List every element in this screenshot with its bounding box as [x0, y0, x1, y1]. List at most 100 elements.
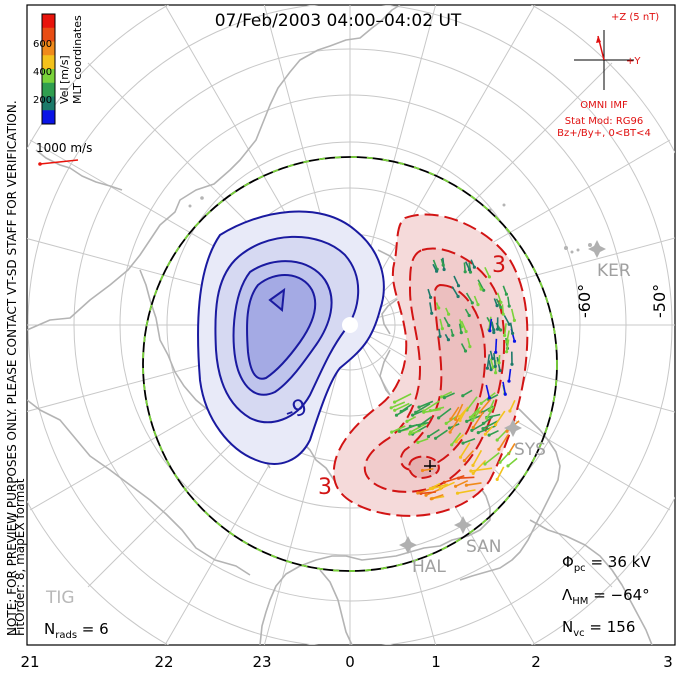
velocity-vector-origin: [497, 361, 501, 365]
velocity-vector: [453, 275, 460, 287]
velocity-vector-origin: [507, 304, 511, 308]
svg-text:Nrads = 6: Nrads = 6: [44, 620, 109, 641]
velocity-vector: [430, 482, 441, 490]
velocity-vector: [509, 322, 514, 334]
velocity-vector-origin: [481, 427, 485, 431]
mlt-tick-23: 23: [252, 653, 271, 671]
mlt-tick-21: 21: [20, 653, 39, 671]
velocity-vector: [472, 411, 484, 428]
velocity-vector-origin: [449, 417, 453, 421]
velocity-vector: [488, 399, 495, 411]
velocity-vector-origin: [504, 292, 508, 296]
svg-text:ΛHM = −64°: ΛHM = −64°: [562, 586, 650, 607]
svg-text:SAN: SAN: [466, 537, 501, 557]
velocity-vector-origin: [468, 270, 473, 274]
velocity-vector-origin: [505, 350, 509, 354]
velocity-vector: [431, 493, 444, 500]
velocity-vector: [449, 416, 461, 433]
velocity-vector-origin: [389, 406, 393, 410]
velocity-vector-origin: [442, 267, 446, 272]
velocity-vector-origin: [416, 440, 420, 444]
velocity-vector-origin: [461, 441, 465, 445]
velocity-vector: [451, 286, 459, 297]
svg-text:1000 m/s: 1000 m/s: [36, 141, 92, 155]
station-tig: TIG: [45, 588, 75, 608]
velocity-vector-origin: [417, 405, 421, 409]
velocity-vector-origin: [390, 430, 394, 434]
velocity-vector-origin: [483, 432, 487, 436]
svg-text:KER: KER: [597, 261, 631, 281]
mlt-tick-1: 1: [431, 653, 441, 671]
velocity-vector: [428, 428, 440, 438]
velocity-vector-origin: [394, 413, 399, 417]
velocity-vector-origin: [426, 434, 431, 439]
velocity-vector-origin: [456, 476, 461, 480]
colorbar-tick-600: 600: [33, 39, 52, 50]
velocity-vector: [509, 399, 516, 412]
velocity-vector: [494, 338, 498, 353]
colorbar-segment: [42, 14, 55, 29]
velocity-vector: [455, 479, 469, 488]
cross-polar-potential: Φpc = 36 kV: [562, 553, 651, 574]
velocity-vector-origin: [471, 418, 475, 422]
velocity-vector-origin: [459, 331, 463, 335]
velocity-vector-origin: [469, 469, 473, 473]
velocity-vector-origin: [416, 491, 420, 495]
velocity-vector: [444, 392, 455, 399]
velocity-vector-origin: [499, 305, 503, 309]
imf-z-label: +Z (5 nT): [611, 12, 659, 23]
velocity-vector: [418, 400, 434, 408]
velocity-vector-origin: [458, 455, 463, 459]
velocity-vector: [429, 302, 433, 314]
islands: [188, 196, 592, 254]
station-ker: KER: [588, 240, 631, 281]
velocity-vector: [485, 384, 491, 398]
velocity-vector-origin: [463, 349, 468, 353]
velocity-vector: [510, 308, 516, 321]
velocity-vector: [417, 437, 429, 444]
velocity-vector-origin: [505, 429, 509, 433]
colorbar-segment: [42, 55, 55, 70]
velocity-vector-origin: [417, 424, 421, 428]
velocity-vector-origin: [507, 379, 511, 383]
velocity-vector-origin: [462, 459, 466, 463]
velocity-vector-origin: [476, 431, 480, 435]
velocity-vector-origin: [454, 484, 458, 488]
velocity-vector-origin: [463, 270, 467, 274]
velocity-vector: [498, 434, 509, 450]
velocity-vector-origin: [495, 438, 499, 442]
velocity-vector-origin: [487, 433, 491, 437]
velocity-vector: [439, 481, 455, 490]
colorbar-segment: [42, 110, 55, 125]
velocity-vector: [469, 408, 479, 418]
velocity-vector-origin: [430, 311, 434, 315]
velocity-vector: [462, 389, 473, 397]
fit-order-note: FitOrder: 8, mapEX format: [13, 478, 27, 636]
velocity-vector-origin: [420, 468, 425, 473]
velocity-vector: [406, 415, 417, 423]
dawn-cell: [197, 210, 385, 465]
velocity-vector: [444, 475, 465, 484]
svg-text:Φpc = 36 kV: Φpc = 36 kV: [562, 553, 651, 574]
velocity-vector: [502, 381, 507, 395]
svg-text:Nvc = 156: Nvc = 156: [562, 618, 635, 639]
imf-model: Stat Mod: RG96: [565, 116, 644, 127]
velocity-vector: [430, 406, 445, 412]
velocity-vector-origin: [471, 425, 475, 430]
velocity-vector-origin: [498, 369, 502, 373]
velocity-vector: [463, 450, 474, 462]
mlt-tick-0: 0: [345, 653, 355, 671]
velocity-vector-origin: [467, 268, 472, 272]
velocity-vector-origin: [451, 333, 455, 337]
velocity-vector: [451, 432, 462, 446]
velocity-vector-origin: [482, 288, 486, 292]
velocity-vector-origin: [447, 426, 452, 430]
velocity-vector: [454, 403, 464, 420]
velocity-vector: [432, 259, 438, 270]
colorbar-segment: [42, 69, 55, 84]
velocity-vector-origin: [422, 410, 426, 414]
velocity-vector: [450, 406, 460, 420]
radar-stations: KER SYS HAL SAN TIG: [45, 240, 631, 608]
velocity-vector: [506, 330, 510, 343]
imf-y-label: +Y: [626, 56, 641, 67]
